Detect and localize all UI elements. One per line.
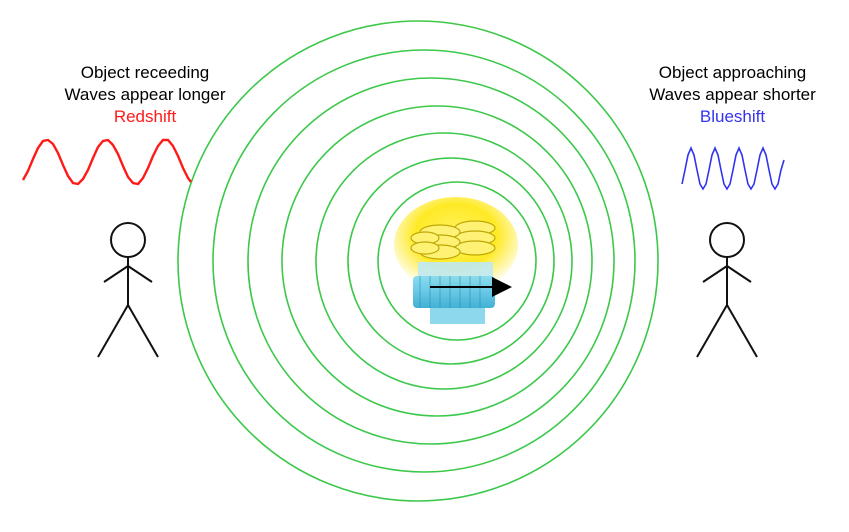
wavefront-ring [315, 132, 573, 390]
blueshift-label: Blueshift [699, 107, 766, 126]
wavefront-rings [177, 20, 659, 502]
wavefront-ring [177, 20, 659, 502]
right-observer-caption: Object approaching Waves appear shorter … [625, 62, 840, 128]
wavefront-ring [377, 181, 537, 341]
redshift-wave [21, 138, 192, 186]
wavefront-ring [347, 157, 555, 365]
left-caption-line2: Waves appear longer [64, 85, 226, 104]
left-caption-line1: Object receeding [80, 63, 210, 82]
wavefront-ring [247, 77, 615, 445]
blueshift-wave [681, 145, 785, 191]
stick-figure-icon [696, 222, 758, 358]
right-caption-line1: Object approaching [658, 63, 807, 82]
right-caption-line2: Waves appear shorter [649, 85, 816, 104]
wavefront-ring [212, 49, 636, 473]
left-observer-caption: Object receeding Waves appear longer Red… [40, 62, 250, 128]
wavefront-ring [281, 105, 593, 417]
redshift-label: Redshift [113, 107, 177, 126]
light-bulb-icon [394, 197, 518, 324]
stick-figure-icon [97, 222, 159, 358]
